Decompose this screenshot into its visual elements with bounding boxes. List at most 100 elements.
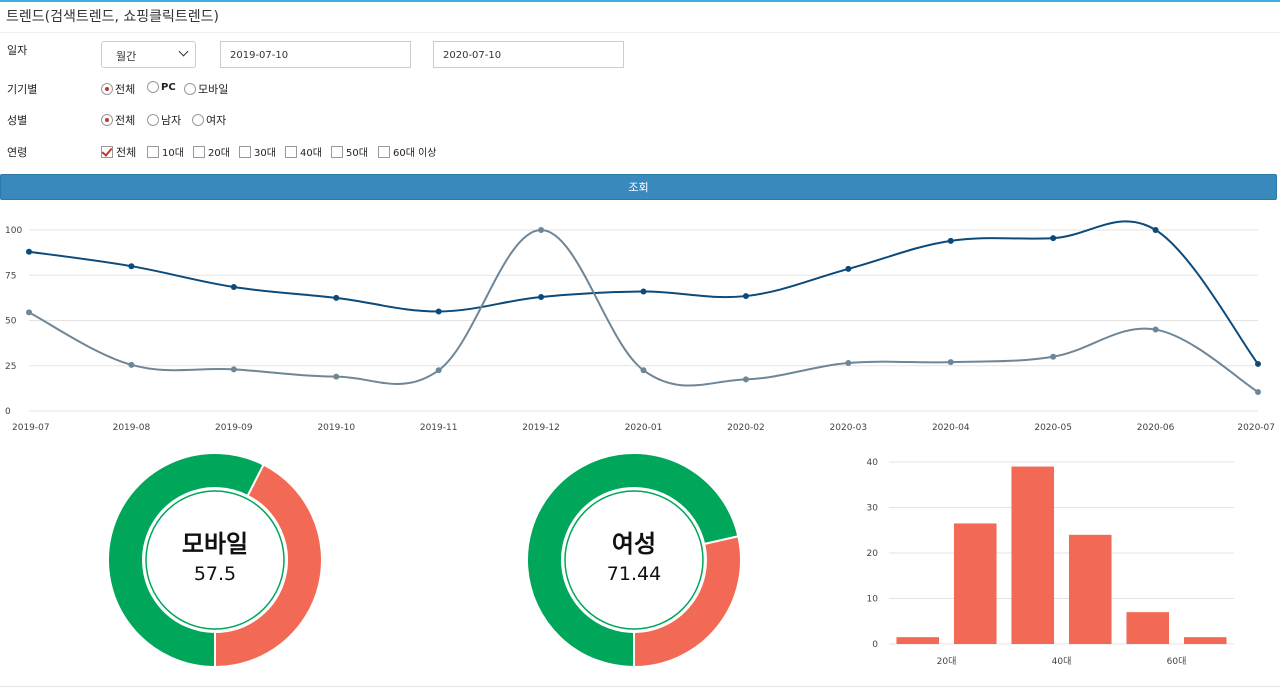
gender-option-label: 남자	[161, 114, 182, 127]
end-date-input[interactable]: 2020-07-10	[433, 41, 624, 68]
age-option-20s[interactable]: 20대	[193, 144, 230, 159]
device-option-label: 전체	[115, 83, 136, 96]
device-option-label: PC	[161, 81, 176, 93]
checkbox-icon[interactable]	[193, 145, 205, 158]
data-point[interactable]	[640, 288, 647, 295]
header-divider	[0, 32, 1280, 33]
checkbox-icon[interactable]	[147, 145, 159, 158]
data-point[interactable]	[1152, 326, 1159, 333]
bar[interactable]	[1126, 612, 1170, 644]
x-tick-label: 2020-04	[932, 423, 970, 433]
chevron-down-icon	[178, 46, 189, 57]
data-point[interactable]	[128, 263, 135, 270]
x-tick-label: 20대	[937, 656, 957, 667]
device-option-mobile[interactable]: 모바일	[184, 81, 228, 97]
data-point[interactable]	[1255, 388, 1261, 395]
data-point[interactable]	[1050, 235, 1057, 242]
donut-inner-ring	[564, 490, 704, 630]
data-point[interactable]	[845, 265, 852, 272]
age-option-label: 30대	[254, 148, 276, 159]
age-option-all[interactable]: 전체	[101, 144, 136, 160]
start-date-input[interactable]: 2019-07-10	[220, 41, 411, 68]
device-option-label: 모바일	[198, 83, 229, 96]
data-point[interactable]	[435, 367, 442, 374]
radio-icon[interactable]	[147, 81, 159, 93]
age-option-30s[interactable]: 30대	[239, 144, 276, 159]
donut-slice[interactable]	[214, 463, 323, 668]
radio-icon[interactable]	[101, 83, 113, 95]
data-point[interactable]	[742, 293, 749, 300]
y-tick-label: 30	[867, 504, 879, 514]
x-tick-label: 2019-12	[522, 423, 560, 433]
radio-icon[interactable]	[101, 114, 113, 126]
radio-icon[interactable]	[147, 114, 159, 126]
y-tick-label: 50	[5, 317, 17, 327]
data-point[interactable]	[230, 366, 237, 373]
bar[interactable]	[1183, 637, 1227, 644]
x-tick-label: 2020-01	[625, 423, 663, 433]
x-tick-label: 2019-10	[317, 423, 355, 433]
data-point[interactable]	[947, 237, 954, 244]
bar[interactable]	[896, 637, 940, 644]
age-option-10s[interactable]: 10대	[147, 144, 184, 159]
x-tick-label: 2019-09	[215, 423, 253, 433]
device-donut-label: 모바일 57.5	[135, 524, 295, 585]
gender-option-male[interactable]: 남자	[147, 112, 181, 128]
x-tick-label: 2019-07	[12, 423, 50, 433]
bottom-divider	[0, 686, 1280, 687]
gender-option-female[interactable]: 여자	[192, 112, 226, 128]
x-tick-label: 2020-03	[830, 423, 868, 433]
data-point[interactable]	[333, 294, 340, 301]
gender-donut-name: 여성	[611, 530, 657, 558]
checkbox-icon[interactable]	[101, 146, 113, 158]
data-point[interactable]	[1255, 360, 1261, 367]
period-select[interactable]: 월간	[101, 41, 196, 68]
x-tick-label: 2020-02	[727, 423, 765, 433]
data-point[interactable]	[845, 360, 852, 367]
donut-inner-ring	[145, 490, 285, 630]
bar[interactable]	[1011, 466, 1055, 644]
device-option-pc[interactable]: PC	[147, 81, 176, 93]
date-label: 일자	[7, 44, 28, 57]
age-option-60s-plus[interactable]: 60대 이상	[378, 144, 437, 159]
data-point[interactable]	[640, 367, 647, 374]
search-button[interactable]: 조회	[0, 174, 1277, 200]
data-point[interactable]	[538, 293, 545, 300]
data-point[interactable]	[435, 308, 442, 315]
x-tick-label: 2019-08	[113, 423, 151, 433]
y-tick-label: 0	[5, 407, 11, 417]
checkbox-icon[interactable]	[285, 145, 297, 158]
bar[interactable]	[953, 523, 997, 644]
checkbox-icon[interactable]	[331, 145, 343, 158]
data-point[interactable]	[26, 248, 32, 255]
age-option-label: 50대	[346, 148, 368, 159]
trend-line-chart: 0 25 50 75 100 2019-07 2019-08 2019-09 2019-10 20…	[5, 220, 1275, 433]
data-point[interactable]	[230, 284, 237, 291]
age-option-label: 전체	[116, 146, 137, 159]
donut-slice[interactable]	[633, 535, 742, 668]
bar[interactable]	[1068, 534, 1112, 644]
radio-icon[interactable]	[184, 83, 196, 95]
y-tick-label: 25	[5, 362, 16, 372]
data-point[interactable]	[742, 376, 749, 383]
y-tick-label: 20	[867, 549, 879, 559]
page-title: 트렌드(검색트렌드, 쇼핑클릭트렌드)	[6, 9, 220, 25]
data-point[interactable]	[1050, 353, 1057, 360]
data-point[interactable]	[128, 361, 135, 368]
donut-slice[interactable]	[526, 452, 740, 668]
checkbox-icon[interactable]	[239, 145, 251, 158]
age-option-50s[interactable]: 50대	[331, 144, 368, 159]
data-point[interactable]	[1152, 227, 1159, 233]
period-select-value: 월간	[116, 50, 137, 63]
age-bar-chart: 0 10 20 30 40 20대 40대 60대	[867, 458, 1234, 667]
checkbox-icon[interactable]	[378, 145, 390, 158]
data-point[interactable]	[947, 359, 954, 366]
donut-slice[interactable]	[107, 452, 265, 668]
age-option-40s[interactable]: 40대	[285, 144, 322, 159]
data-point[interactable]	[538, 227, 545, 233]
device-option-all[interactable]: 전체	[101, 81, 135, 97]
data-point[interactable]	[333, 373, 340, 380]
radio-icon[interactable]	[192, 114, 204, 126]
data-point[interactable]	[26, 309, 32, 316]
gender-option-all[interactable]: 전체	[101, 112, 135, 128]
